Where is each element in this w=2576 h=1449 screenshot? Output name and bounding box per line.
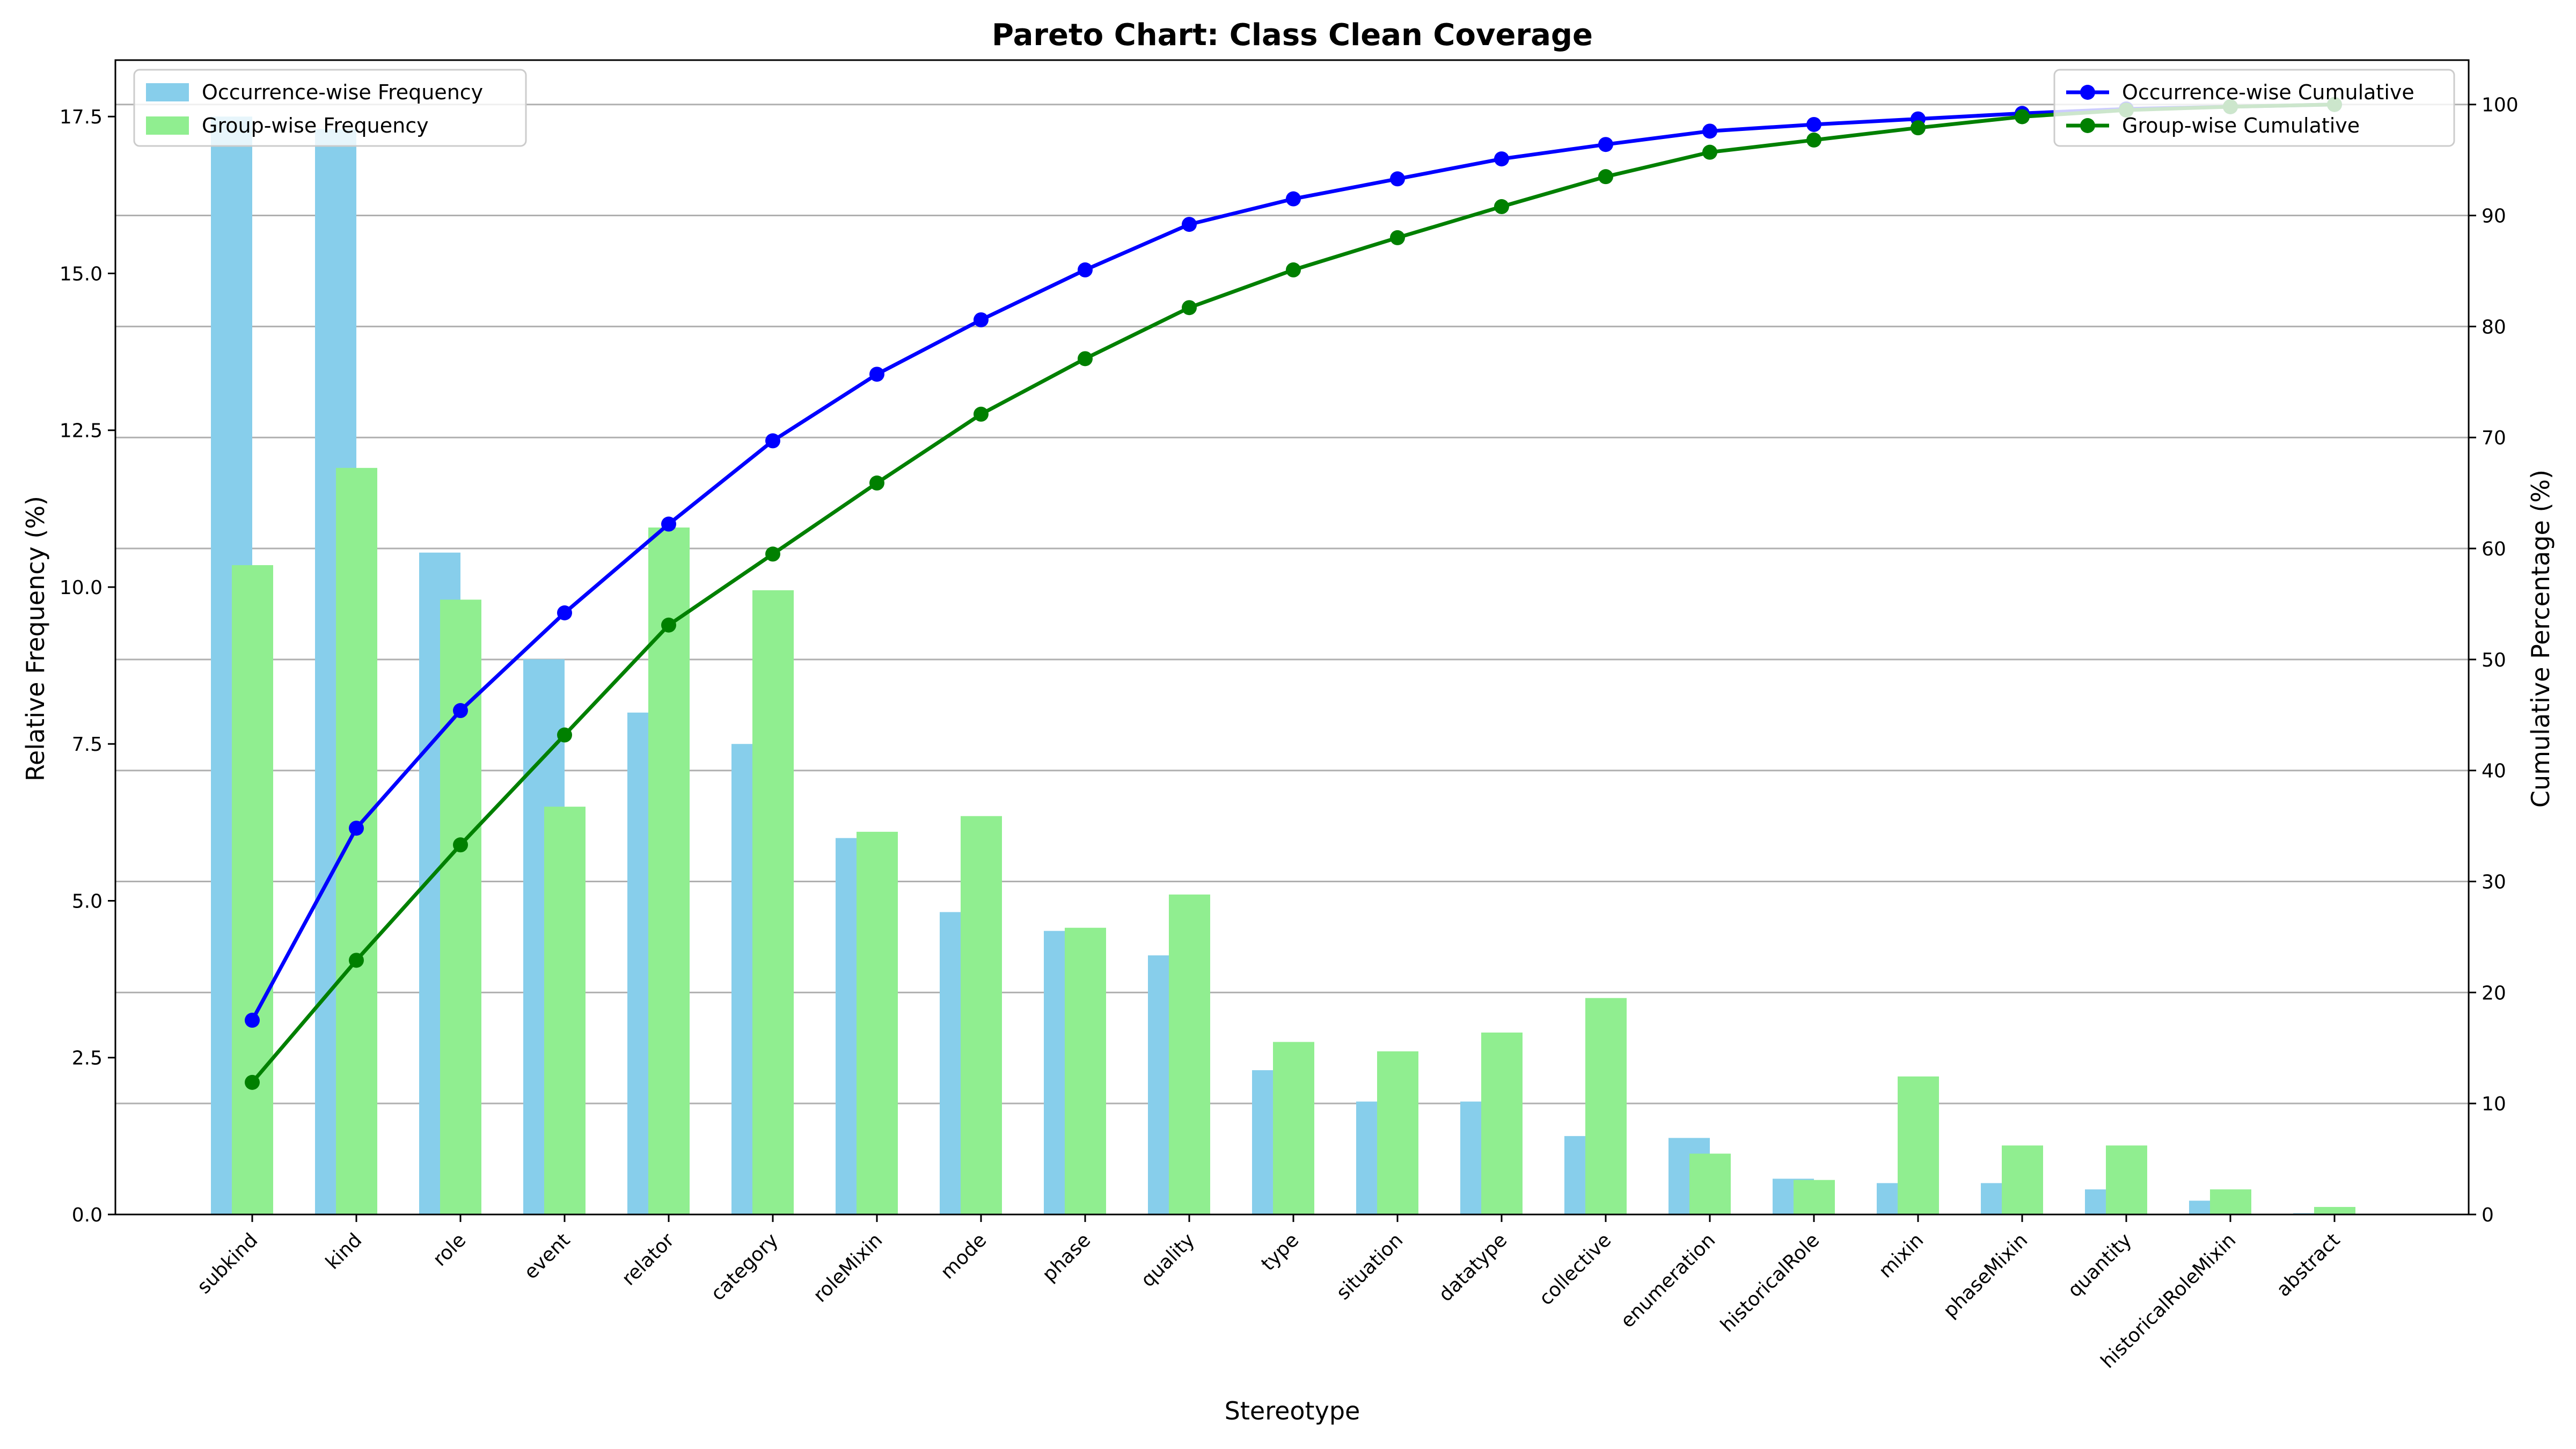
group-cumulative-point-roleMixin bbox=[869, 475, 884, 491]
y-tick-label: 5.0 bbox=[72, 890, 103, 912]
group-cumulative-point-quality bbox=[1182, 300, 1197, 316]
y2-tick-label: 70 bbox=[2482, 427, 2506, 449]
bar-group-collective bbox=[1585, 998, 1627, 1214]
bars bbox=[211, 116, 2355, 1215]
y2-tick-label: 90 bbox=[2482, 206, 2506, 228]
bar-group-enumeration bbox=[1689, 1153, 1731, 1214]
bar-group-mode bbox=[961, 816, 1002, 1214]
occurrence-cumulative-point-roleMixin bbox=[869, 367, 884, 382]
legends: Occurrence-wise Frequency Group-wise Freq… bbox=[133, 69, 2455, 147]
legend-swatch bbox=[146, 116, 189, 135]
y2-tick-label: 50 bbox=[2482, 649, 2506, 671]
group-cumulative-point-kind bbox=[349, 953, 364, 968]
bar-group-role bbox=[440, 599, 481, 1214]
y2-tick-label: 100 bbox=[2482, 94, 2519, 116]
group-cumulative-point-event bbox=[557, 727, 572, 743]
group-cumulative-point-category bbox=[765, 546, 780, 562]
group-cumulative-point-enumeration bbox=[1702, 144, 1717, 160]
bar-group-situation bbox=[1377, 1051, 1418, 1214]
y2-tick-label: 0 bbox=[2482, 1204, 2494, 1226]
y-tick-label: 12.5 bbox=[60, 420, 103, 442]
group-cumulative-point-phaseMixin bbox=[2015, 109, 2030, 125]
group-cumulative-point-role bbox=[453, 837, 468, 853]
bar-group-roleMixin bbox=[857, 831, 898, 1214]
group-cumulative-point-historicalRole bbox=[1806, 132, 1821, 148]
y-axis-label: Relative Frequency (%) bbox=[21, 496, 50, 781]
occurrence-cumulative-point-event bbox=[557, 605, 572, 620]
y2-tick-label: 40 bbox=[2482, 760, 2506, 782]
legend-marker bbox=[2080, 85, 2095, 100]
bar-group-kind bbox=[336, 467, 377, 1214]
y-tick-label: 2.5 bbox=[72, 1048, 103, 1070]
group-cumulative-point-subkind bbox=[245, 1074, 260, 1090]
y2-tick-label: 20 bbox=[2482, 982, 2506, 1004]
group-cumulative-point-relator bbox=[661, 617, 676, 633]
legend-label: Occurrence-wise Cumulative bbox=[2122, 80, 2414, 104]
legend-label: Occurrence-wise Frequency bbox=[202, 80, 483, 104]
group-cumulative-point-collective bbox=[1598, 169, 1613, 185]
occurrence-cumulative-point-mode bbox=[974, 312, 989, 327]
y-tick-label: 7.5 bbox=[72, 734, 103, 756]
group-cumulative-point-situation bbox=[1390, 230, 1405, 245]
bar-group-datatype bbox=[1481, 1032, 1523, 1214]
legend-frequency: Occurrence-wise Frequency Group-wise Freq… bbox=[133, 69, 527, 147]
occurrence-cumulative-point-collective bbox=[1598, 137, 1613, 152]
occurrence-cumulative-point-type bbox=[1286, 191, 1301, 207]
group-cumulative-point-phase bbox=[1078, 351, 1093, 367]
bar-group-type bbox=[1273, 1042, 1314, 1214]
y-tick-label: 10.0 bbox=[60, 577, 103, 599]
occurrence-cumulative-point-relator bbox=[661, 516, 676, 532]
y2-tick-label: 80 bbox=[2482, 316, 2506, 338]
group-cumulative-point-mixin bbox=[1911, 120, 1926, 136]
legend-label: Group-wise Frequency bbox=[202, 114, 429, 137]
occurrence-cumulative-point-quality bbox=[1182, 217, 1197, 232]
group-cumulative-point-mode bbox=[974, 406, 989, 422]
y2-tick-label: 10 bbox=[2482, 1093, 2506, 1115]
bar-group-mixin bbox=[1898, 1076, 1939, 1214]
group-cumulative-point-datatype bbox=[1494, 199, 1509, 215]
group-cumulative-point-type bbox=[1286, 262, 1301, 277]
x-axis-label: Stereotype bbox=[1225, 1396, 1360, 1425]
bar-group-phase bbox=[1065, 927, 1106, 1214]
occurrence-cumulative-point-datatype bbox=[1494, 151, 1509, 167]
occurrence-cumulative-point-phase bbox=[1078, 262, 1093, 277]
legend-box bbox=[133, 69, 527, 147]
bar-group-historicalRoleMixin bbox=[2210, 1189, 2251, 1214]
plot-frame bbox=[114, 59, 2470, 1216]
legend-label: Group-wise Cumulative bbox=[2122, 114, 2360, 137]
occurrence-cumulative-point-situation bbox=[1390, 171, 1405, 187]
bar-group-category bbox=[752, 590, 794, 1214]
cumulative-lines bbox=[245, 97, 2342, 1090]
bar-group-historicalRole bbox=[1794, 1180, 1835, 1214]
legend-box bbox=[2053, 69, 2455, 147]
legend-cumulative: Occurrence-wise Cumulative Group-wise Cum… bbox=[2053, 69, 2455, 147]
legend-swatch bbox=[146, 83, 189, 101]
bar-group-event bbox=[544, 807, 586, 1214]
bar-group-phaseMixin bbox=[2002, 1145, 2043, 1214]
legend-marker bbox=[2080, 118, 2095, 133]
occurrence-cumulative-point-historicalRole bbox=[1806, 116, 1821, 132]
occurrence-cumulative-point-subkind bbox=[245, 1013, 260, 1028]
bar-group-quantity bbox=[2106, 1145, 2147, 1214]
chart-title: Pareto Chart: Class Clean Coverage bbox=[992, 18, 1593, 53]
bar-group-quality bbox=[1169, 894, 1210, 1214]
bar-group-abstract bbox=[2314, 1206, 2355, 1214]
y2-axis-label: Cumulative Percentage (%) bbox=[2526, 470, 2555, 808]
y-tick-label: 17.5 bbox=[60, 106, 103, 128]
occurrence-cumulative-point-kind bbox=[349, 821, 364, 836]
occurrence-cumulative-point-enumeration bbox=[1702, 123, 1717, 139]
y-tick-label: 15.0 bbox=[60, 263, 103, 285]
y2-tick-label: 60 bbox=[2482, 538, 2506, 560]
y2-tick-label: 30 bbox=[2482, 872, 2506, 894]
y-tick-label: 0.0 bbox=[72, 1204, 103, 1226]
occurrence-cumulative-point-category bbox=[765, 433, 780, 449]
bar-group-subkind bbox=[232, 565, 273, 1214]
occurrence-cumulative-point-role bbox=[453, 703, 468, 719]
